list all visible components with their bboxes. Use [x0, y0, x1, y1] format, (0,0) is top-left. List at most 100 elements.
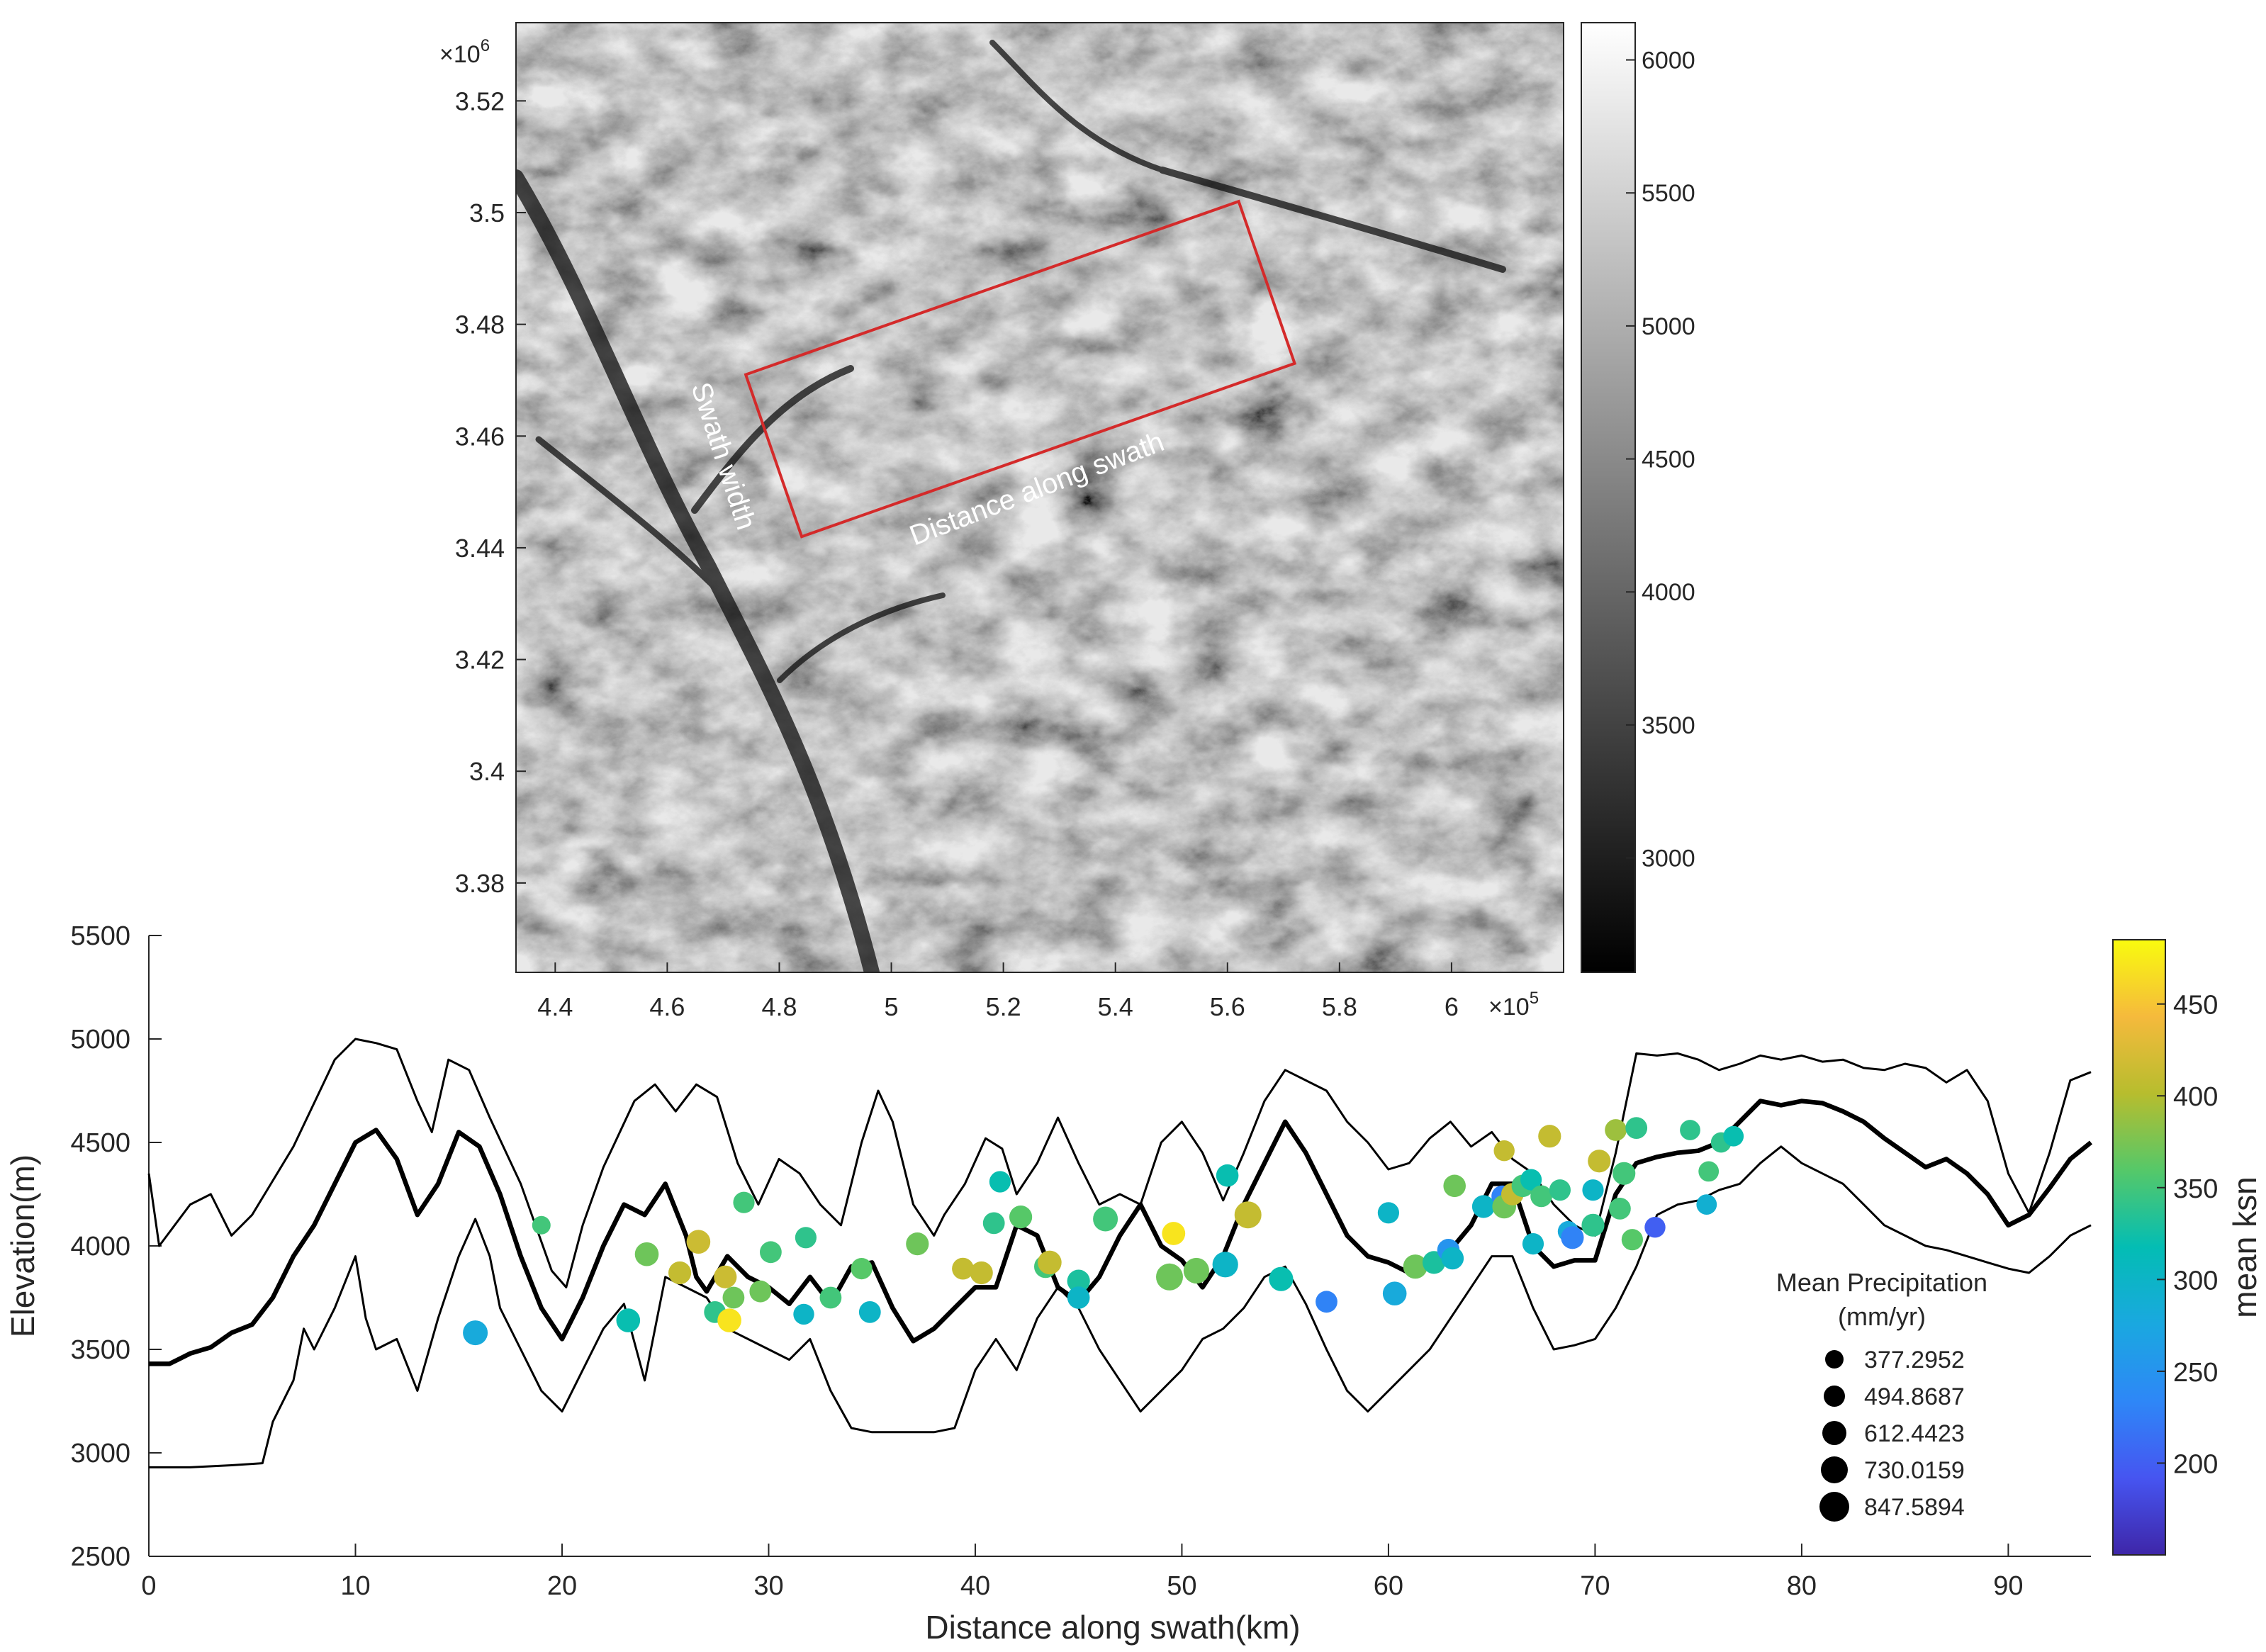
- precipitation-size-legend: Mean Precipitation (mm/yr) 377.2952 494.8…: [1776, 1268, 1987, 1522]
- ksn-point: [1443, 1174, 1466, 1198]
- ksn-point: [1680, 1120, 1700, 1140]
- ksn-point: [1612, 1162, 1636, 1185]
- profile-axes-frame: [148, 935, 2091, 1557]
- ksn-point: [970, 1261, 993, 1285]
- ksn-colorbar-tick-label: 200: [2173, 1449, 2218, 1479]
- ksn-point: [1162, 1222, 1186, 1245]
- ksn-colorbar-tick-label: 350: [2173, 1174, 2218, 1204]
- ksn-point: [1588, 1150, 1611, 1173]
- size-legend-label: 494.8687: [1864, 1383, 1965, 1410]
- ksn-point: [1696, 1194, 1717, 1215]
- ksn-point: [722, 1286, 745, 1309]
- ksn-point: [1493, 1140, 1515, 1162]
- ksn-point: [749, 1280, 772, 1303]
- size-legend-label: 612.4423: [1864, 1420, 1965, 1447]
- ksn-point: [1522, 1233, 1544, 1255]
- profile-x-tick-label: 70: [1580, 1571, 1610, 1601]
- ksn-point: [1403, 1254, 1428, 1279]
- ksn-point: [952, 1257, 974, 1280]
- profile-y-tick-label: 3000: [70, 1439, 130, 1468]
- ksn-colorbar: 200 250 300 350 400 450 mean ksn: [2112, 939, 2263, 1556]
- ksn-point: [1269, 1266, 1294, 1291]
- profile-line-max: [147, 1038, 2092, 1288]
- ksn-point: [1038, 1250, 1062, 1275]
- ksn-point: [1549, 1179, 1571, 1201]
- profile-line-min: [149, 1145, 2092, 1468]
- ksn-point: [1605, 1119, 1627, 1141]
- ksn-point: [634, 1242, 659, 1266]
- ksn-point: [1316, 1291, 1337, 1313]
- profile-y-tick-label: 5500: [70, 921, 130, 951]
- profile-y-tick-label: 4500: [70, 1128, 130, 1158]
- ksn-point: [1382, 1281, 1407, 1305]
- map-y-exponent: ×106: [439, 36, 490, 68]
- ksn-point: [760, 1241, 782, 1264]
- ksn-point: [1723, 1125, 1744, 1147]
- ksn-colorbar-label: mean ksn: [2226, 1176, 2263, 1317]
- ksn-point: [1441, 1247, 1464, 1270]
- profile-y-tick-label: 2500: [70, 1542, 130, 1572]
- profile-x-tick-label: 60: [1374, 1571, 1403, 1601]
- profile-x-tick-label: 20: [547, 1571, 577, 1601]
- map-axes: 4.4 4.6 4.8 5 5.2 5.4 5.6 5.8 6 3.52 3.5 3.48 3.46 3.…: [455, 86, 1459, 1021]
- map-x-tick-label: 5.8: [1322, 992, 1357, 1021]
- ksn-point: [1156, 1263, 1183, 1291]
- map-x-tick-label: 5.6: [1210, 992, 1245, 1021]
- profile-x-tick-label: 90: [1993, 1571, 2023, 1601]
- ksn-point: [1581, 1213, 1605, 1237]
- ksn-colorbar-tick-label: 300: [2173, 1266, 2218, 1296]
- profile-x-tick-label: 30: [753, 1571, 783, 1601]
- ksn-point: [819, 1286, 842, 1309]
- profile-x-tick-label: 10: [340, 1571, 370, 1601]
- ksn-point: [1471, 1195, 1496, 1218]
- x-axis-label: Distance along swath(km): [925, 1609, 1300, 1646]
- ksn-point: [1520, 1169, 1542, 1191]
- ksn-point: [795, 1227, 817, 1249]
- map-y-tick-label: 3.48: [455, 310, 505, 339]
- profile-x-tick-label: 0: [141, 1571, 156, 1601]
- elevation-colorbar-tick-label: 4000: [1642, 579, 1695, 606]
- ksn-point: [1183, 1257, 1209, 1284]
- map-y-tick-label: 3.38: [455, 869, 505, 898]
- ksn-point: [1582, 1179, 1604, 1201]
- ksn-precipitation-points: [463, 1117, 1744, 1346]
- profile-y-tick-label: 4000: [70, 1232, 130, 1262]
- ksn-point: [1216, 1164, 1239, 1187]
- ksn-point: [1234, 1201, 1262, 1229]
- map-x-tick-label: 5.2: [986, 992, 1021, 1021]
- map-x-tick-label: 4.8: [761, 992, 797, 1021]
- ksn-point: [1625, 1117, 1648, 1139]
- profile-x-tick-label: 40: [960, 1571, 990, 1601]
- size-legend-label: 847.5894: [1864, 1494, 1965, 1521]
- size-legend-title: Mean Precipitation: [1776, 1268, 1987, 1297]
- ksn-point: [733, 1191, 755, 1213]
- size-legend-marker: [1822, 1421, 1846, 1445]
- profile-x-tick-label: 80: [1787, 1571, 1817, 1601]
- map-x-tick-label: 4.4: [537, 992, 573, 1021]
- ksn-point: [982, 1212, 1005, 1235]
- elevation-colorbar-tick-label: 5000: [1642, 313, 1695, 340]
- ksn-point: [714, 1265, 737, 1288]
- size-legend-marker: [1821, 1456, 1848, 1483]
- profile-line-mean: [149, 1098, 2093, 1366]
- elevation-colorbar: 3000 3500 4000 4500 5000 5500 6000: [1581, 22, 1695, 973]
- ksn-point: [906, 1232, 929, 1256]
- elevation-colorbar-tick-label: 5500: [1642, 180, 1695, 207]
- size-legend-label: 377.2952: [1864, 1347, 1965, 1373]
- ksn-point: [668, 1261, 692, 1285]
- ksn-point: [793, 1303, 814, 1325]
- map-y-tick-label: 3.42: [455, 646, 505, 675]
- size-legend-marker: [1824, 1386, 1845, 1407]
- map-x-tick-label: 5.4: [1098, 992, 1133, 1021]
- map-y-tick-label: 3.5: [469, 198, 505, 227]
- map-x-tick-label: 4.6: [649, 992, 685, 1021]
- ksn-colorbar-tick-label: 400: [2173, 1082, 2218, 1112]
- y-axis-label: Elevation(m): [4, 1154, 41, 1337]
- ksn-point: [1212, 1252, 1238, 1278]
- ksn-point: [1377, 1202, 1399, 1224]
- map-x-tick-label: 6: [1445, 992, 1459, 1021]
- ksn-colorbar-tick-label: 250: [2173, 1358, 2218, 1388]
- ksn-colorbar-tick-label: 450: [2173, 991, 2218, 1021]
- profile-axes: 0 10 20 30 40 50 60 70 80 90 2500 3000 3500 4000 4500 5…: [70, 921, 2023, 1601]
